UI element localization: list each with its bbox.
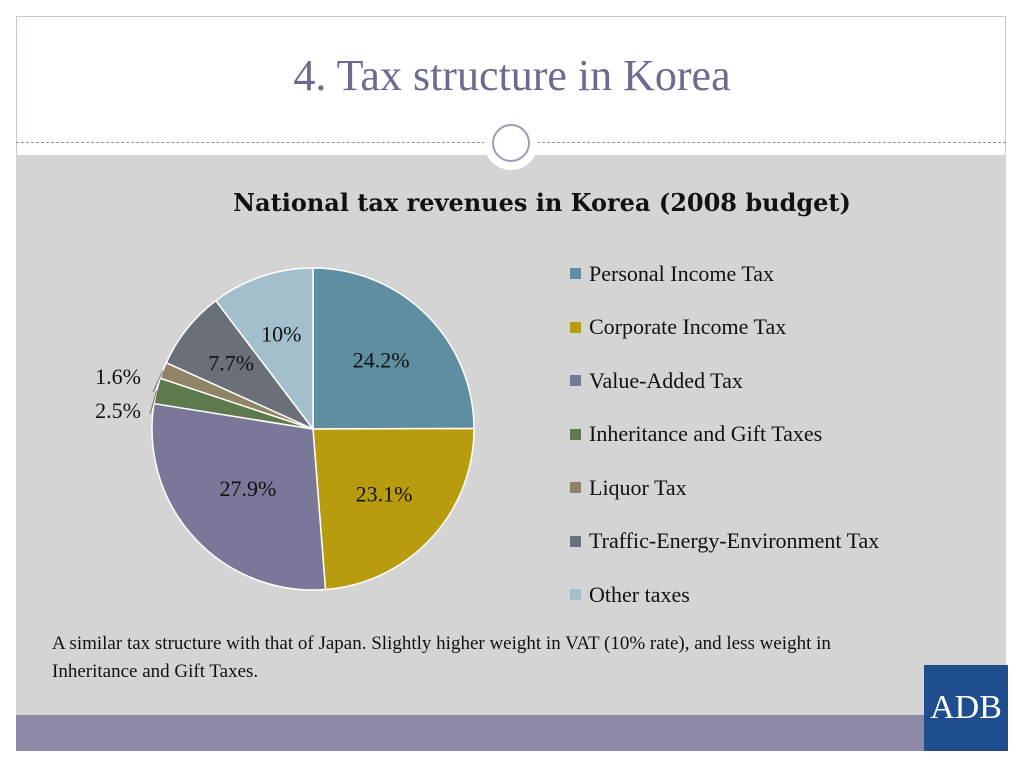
legend-item: Traffic-Energy-Environment Tax: [570, 515, 879, 569]
footer-band: [16, 715, 1006, 751]
legend-label: Personal Income Tax: [589, 260, 775, 286]
pie-data-label: 27.9%: [219, 476, 276, 501]
circle-ornament-icon: [484, 116, 538, 170]
legend-label: Corporate Income Tax: [589, 314, 787, 340]
legend-swatch: [570, 375, 581, 387]
legend-swatch: [570, 482, 581, 494]
pie-slice: [312, 427, 475, 591]
leader-line: [152, 370, 164, 393]
legend-swatch: [570, 428, 581, 440]
legend-item: Corporate Income Tax: [570, 301, 879, 355]
pie-data-label: 1.6%: [95, 364, 141, 389]
adb-logo: ADB: [924, 665, 1008, 751]
legend-item: Personal Income Tax: [570, 247, 879, 301]
pie-slice: [312, 267, 475, 430]
slide-note: A similar tax structure with that of Jap…: [52, 633, 831, 682]
chart-title: National tax revenues in Korea (2008 bud…: [233, 188, 851, 217]
legend-label: Traffic-Energy-Environment Tax: [589, 528, 880, 554]
pie-data-label: 2.5%: [95, 398, 141, 423]
pie-slice: [214, 267, 314, 432]
legend-item: Liquor Tax: [570, 461, 879, 515]
slide-title: 4. Tax structure in Korea: [293, 51, 731, 100]
pie-data-label: 23.1%: [356, 481, 413, 506]
legend-swatch: [570, 268, 581, 280]
chart-legend: Personal Income Tax Corporate Income Tax…: [570, 247, 879, 622]
leader-line: [149, 390, 158, 415]
legend-label: Other taxes: [589, 581, 690, 607]
pie-data-label: 10%: [261, 321, 301, 346]
legend-swatch: [570, 535, 581, 547]
legend-swatch: [570, 589, 581, 601]
legend-label: Value-Added Tax: [589, 367, 743, 393]
legend-label: Inheritance and Gift Taxes: [589, 421, 823, 447]
legend-item: Inheritance and Gift Taxes: [570, 408, 879, 462]
legend-label: Liquor Tax: [589, 474, 687, 500]
legend-item: Value-Added Tax: [570, 354, 879, 408]
pie-data-label: 24.2%: [353, 348, 410, 373]
legend-swatch: [570, 321, 581, 333]
legend-item: Other taxes: [570, 568, 879, 622]
pie-slice: [151, 402, 327, 591]
pie-data-label: 7.7%: [208, 351, 254, 376]
